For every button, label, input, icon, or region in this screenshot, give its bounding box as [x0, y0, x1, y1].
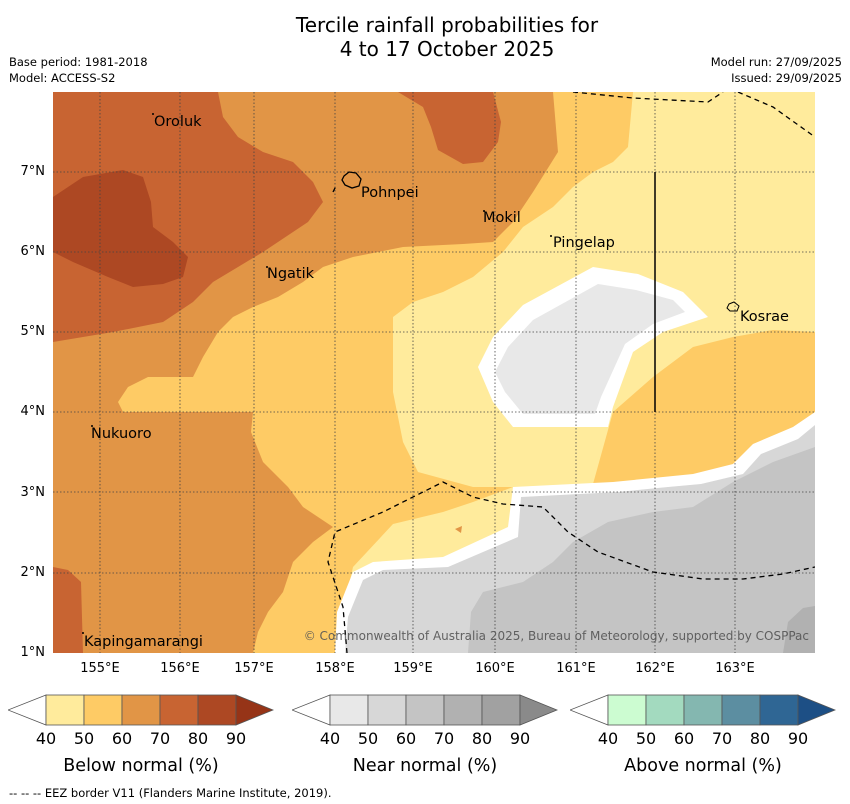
lat-tick-3n: 3°N — [20, 485, 46, 500]
below-label-90: 90 — [225, 729, 247, 748]
above-normal-title: Above normal (%) — [624, 756, 782, 776]
label-mokil: Mokil — [483, 210, 521, 226]
title-line-2: 4 to 17 October 2025 — [339, 37, 555, 61]
eez-footnote: -- -- -- EEZ border V11 (Flanders Marine… — [9, 786, 332, 800]
kapinga-dot — [82, 632, 84, 634]
above-label-80: 80 — [749, 729, 771, 748]
lat-tick-6n: 6°N — [20, 244, 46, 259]
below-label-50: 50 — [73, 729, 95, 748]
base-period: Base period: 1981-2018 — [9, 55, 148, 69]
lon-tick-158e: 158°E — [315, 661, 355, 676]
label-pohnpei: Pohnpei — [361, 185, 419, 201]
lat-tick-1n: 1°N — [20, 645, 46, 660]
label-ngatik: Ngatik — [267, 266, 315, 282]
lon-tick-161e: 161°E — [556, 661, 596, 676]
lat-tick-7n: 7°N — [20, 164, 46, 179]
above-label-60: 60 — [673, 729, 695, 748]
label-pingelap: Pingelap — [553, 235, 615, 251]
label-kosrae: Kosrae — [740, 309, 789, 325]
lon-tick-160e: 160°E — [475, 661, 515, 676]
above-label-70: 70 — [711, 729, 733, 748]
lon-tick-157e: 157°E — [234, 661, 274, 676]
near-label-80: 80 — [471, 729, 493, 748]
kosrae-island — [726, 301, 740, 312]
eez-border — [327, 92, 815, 653]
graticule — [53, 92, 815, 653]
oroluk-dot — [152, 113, 154, 115]
lon-tick-163e: 163°E — [715, 661, 755, 676]
copyright: © Commonwealth of Australia 2025, Bureau… — [304, 629, 809, 643]
lat-tick-4n: 4°N — [20, 404, 46, 419]
near-label-90: 90 — [509, 729, 531, 748]
below-label-40: 40 — [35, 729, 57, 748]
near-label-60: 60 — [395, 729, 417, 748]
model-name: Model: ACCESS-S2 — [9, 71, 116, 85]
nukuoro-dot — [91, 425, 93, 427]
colorbar-near — [292, 694, 558, 726]
label-oroluk: Oroluk — [154, 114, 202, 130]
above-label-40: 40 — [597, 729, 619, 748]
above-label-50: 50 — [635, 729, 657, 748]
region-near-60 — [468, 447, 815, 653]
lon-tick-156e: 156°E — [160, 661, 200, 676]
title-line-1: Tercile rainfall probabilities for — [295, 13, 599, 37]
lat-tick-5n: 5°N — [20, 324, 46, 339]
label-kapingamarangi: Kapingamarangi — [84, 634, 203, 650]
lon-tick-155e: 155°E — [80, 661, 120, 676]
colorbar-below — [8, 694, 274, 726]
lat-tick-2n: 2°N — [20, 565, 46, 580]
below-label-80: 80 — [187, 729, 209, 748]
near-label-40: 40 — [319, 729, 341, 748]
near-label-70: 70 — [433, 729, 455, 748]
issued-date: Issued: 29/09/2025 — [731, 71, 842, 85]
below-normal-title: Below normal (%) — [63, 756, 219, 776]
lon-tick-159e: 159°E — [393, 661, 433, 676]
forecast-map: Oroluk Pohnpei Mokil Pingelap Ngatik Kos… — [53, 92, 815, 653]
below-label-70: 70 — [149, 729, 171, 748]
lon-tick-162e: 162°E — [635, 661, 675, 676]
above-label-90: 90 — [787, 729, 809, 748]
near-normal-title: Near normal (%) — [352, 756, 498, 776]
near-label-50: 50 — [357, 729, 379, 748]
pohnpei-island — [341, 171, 362, 189]
pingelap-dot — [550, 235, 552, 237]
mokil-dot — [483, 210, 485, 212]
label-nukuoro: Nukuoro — [91, 426, 152, 442]
colorbar-above — [570, 694, 836, 726]
region-below-80 — [53, 170, 188, 287]
below-label-60: 60 — [111, 729, 133, 748]
ngatik-dot — [266, 266, 268, 268]
model-run: Model run: 27/09/2025 — [710, 55, 842, 69]
